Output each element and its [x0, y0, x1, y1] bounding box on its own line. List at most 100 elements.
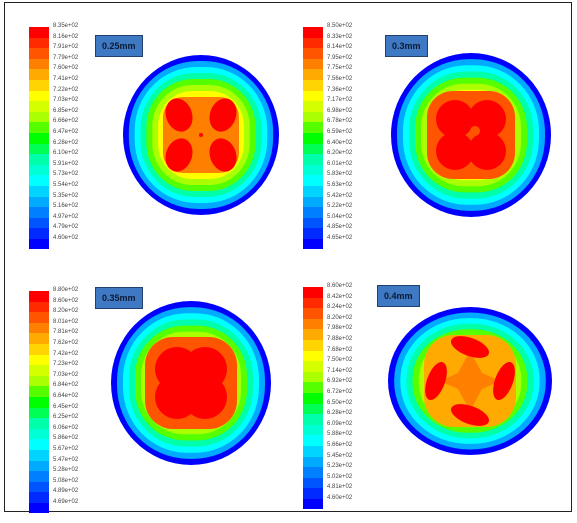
- hot-region: [427, 91, 515, 179]
- color-bar: [29, 27, 49, 250]
- color-bar-segment: [29, 428, 49, 440]
- color-bar-tick-label: 5.35e+02: [53, 192, 79, 199]
- color-bar-segment: [303, 90, 323, 102]
- color-bar-tick-label: 7.03e+02: [53, 97, 79, 104]
- color-bar-segment: [303, 297, 323, 309]
- color-bar-tick-label: 7.75e+02: [327, 65, 353, 72]
- color-bar: [303, 287, 323, 510]
- color-bar-tick-label: 7.42e+02: [53, 350, 79, 357]
- color-bar-tick-label: 6.92e+02: [327, 378, 353, 385]
- temperature-contour-disc: [111, 301, 271, 465]
- color-bar: [303, 27, 323, 250]
- color-bar-tick-label: 6.25e+02: [53, 414, 79, 421]
- color-bar-segment: [303, 329, 323, 340]
- color-bar-segment: [303, 424, 323, 436]
- color-bar-tick-label: 7.68e+02: [327, 346, 353, 353]
- color-bar-segment: [29, 164, 49, 176]
- color-bar-segment: [29, 471, 49, 482]
- color-bar-tick-label: 4.89e+02: [53, 488, 79, 495]
- color-bar-tick-label: 7.88e+02: [327, 336, 353, 342]
- temperature-contour-disc: [388, 307, 552, 455]
- color-bar-tick-label: 8.42e+02: [327, 293, 353, 300]
- color-bar-tick-label: 7.81e+02: [53, 329, 79, 336]
- color-bar-tick-label: 8.20e+02: [53, 308, 79, 315]
- color-bar-segment: [29, 375, 49, 387]
- color-bar-segment: [303, 111, 323, 123]
- color-bar-segment: [303, 122, 323, 133]
- color-bar-tick-label: 7.60e+02: [53, 65, 79, 72]
- color-bar-segment: [29, 354, 49, 366]
- color-bar-tick-label: 6.85e+02: [53, 107, 79, 114]
- color-bar-tick-label: 7.50e+02: [327, 357, 353, 364]
- color-bar-segment: [29, 343, 49, 355]
- color-bar-tick-label: 4.60e+02: [327, 495, 353, 501]
- color-bar-segment: [303, 164, 323, 176]
- color-bar-segment: [29, 207, 49, 218]
- color-bar-tick-label: 5.86e+02: [53, 435, 79, 442]
- color-bar-tick-label: 5.04e+02: [327, 213, 353, 220]
- color-bar-tick-label: 4.79e+02: [53, 224, 79, 231]
- color-bar-tick-label: 5.91e+02: [53, 160, 79, 167]
- color-bar-segment: [303, 196, 323, 208]
- color-bar-tick-label: 7.91e+02: [53, 44, 79, 51]
- color-bar-tick-label: 6.09e+02: [327, 420, 353, 427]
- color-bar-tick-label: 5.02e+02: [327, 473, 353, 480]
- color-bar-tick-label: 8.20e+02: [327, 314, 353, 321]
- panel-0-35mm: 8.80e+02 8.60e+02 8.20e+02 8.01e+02 7.81e+02…: [11, 273, 291, 523]
- color-bar-segment: [29, 122, 49, 133]
- color-bar-segment: [29, 79, 49, 91]
- thickness-label: 0.3mm: [385, 35, 428, 57]
- color-bar-segment: [303, 403, 323, 415]
- color-bar-segment: [303, 58, 323, 70]
- color-bar-segment: [29, 322, 49, 334]
- color-bar-segment: [303, 498, 323, 510]
- color-bar-segment: [303, 238, 323, 250]
- color-bar-segment: [303, 361, 323, 372]
- color-bar-tick-label: 5.66e+02: [327, 442, 353, 448]
- color-bar-segment: [303, 382, 323, 393]
- color-bar-tick-label: 6.98e+02: [327, 107, 353, 114]
- color-bar-segment: [303, 339, 323, 351]
- color-bar-segment: [303, 154, 323, 165]
- color-bar: [29, 291, 49, 514]
- color-bar-segment: [29, 132, 49, 144]
- color-bar-tick-label: 6.20e+02: [327, 150, 353, 157]
- color-bar-tick-label: 6.45e+02: [53, 403, 79, 410]
- hot-region: [163, 97, 239, 173]
- color-bar-segment: [303, 445, 323, 457]
- color-bar-segment: [303, 27, 323, 38]
- color-bar-segment: [29, 90, 49, 102]
- color-bar-tick-label: 7.62e+02: [53, 340, 79, 346]
- color-bar-tick-label: 4.85e+02: [327, 224, 353, 231]
- color-bar-tick-label: 7.95e+02: [327, 54, 353, 61]
- color-bar-tick-label: 7.03e+02: [53, 371, 79, 378]
- color-bar-tick-label: 5.45e+02: [327, 452, 353, 459]
- color-bar-tick-label: 6.47e+02: [53, 129, 79, 135]
- color-bar-tick-label: 5.08e+02: [53, 477, 79, 484]
- color-bar-tick-label: 6.66e+02: [53, 118, 79, 125]
- color-bar-tick-label: 8.24e+02: [327, 304, 353, 311]
- color-bar-segment: [303, 101, 323, 112]
- color-bar-tick-label: 8.50e+02: [327, 23, 353, 29]
- color-bar-tick-label: 7.17e+02: [327, 97, 353, 104]
- color-bar-tick-label: 6.78e+02: [327, 118, 353, 125]
- color-bar-tick-label: 8.16e+02: [53, 33, 79, 40]
- color-bar-segment: [303, 488, 323, 499]
- color-bar-segment: [303, 414, 323, 425]
- color-bar-tick-label: 5.83e+02: [327, 171, 353, 178]
- color-bar-tick-label: 4.97e+02: [53, 213, 79, 220]
- color-bar-tick-label: 6.28e+02: [53, 139, 79, 146]
- color-bar-tick-label: 8.60e+02: [327, 283, 353, 289]
- color-bar-tick-label: 4.81e+02: [327, 484, 353, 491]
- color-bar-tick-label: 7.98e+02: [327, 325, 353, 332]
- color-bar-segment: [303, 185, 323, 197]
- color-bar-tick-label: 5.63e+02: [327, 182, 353, 188]
- color-bar-segment: [29, 69, 49, 80]
- color-bar-segment: [29, 386, 49, 397]
- color-bar-tick-label: 7.79e+02: [53, 54, 79, 61]
- color-bar-tick-label: 8.01e+02: [53, 318, 79, 325]
- temperature-contour-disc: [123, 55, 279, 215]
- color-bar-segment: [303, 79, 323, 91]
- color-bar-segment: [303, 308, 323, 319]
- color-bar-tick-label: 5.23e+02: [327, 463, 353, 470]
